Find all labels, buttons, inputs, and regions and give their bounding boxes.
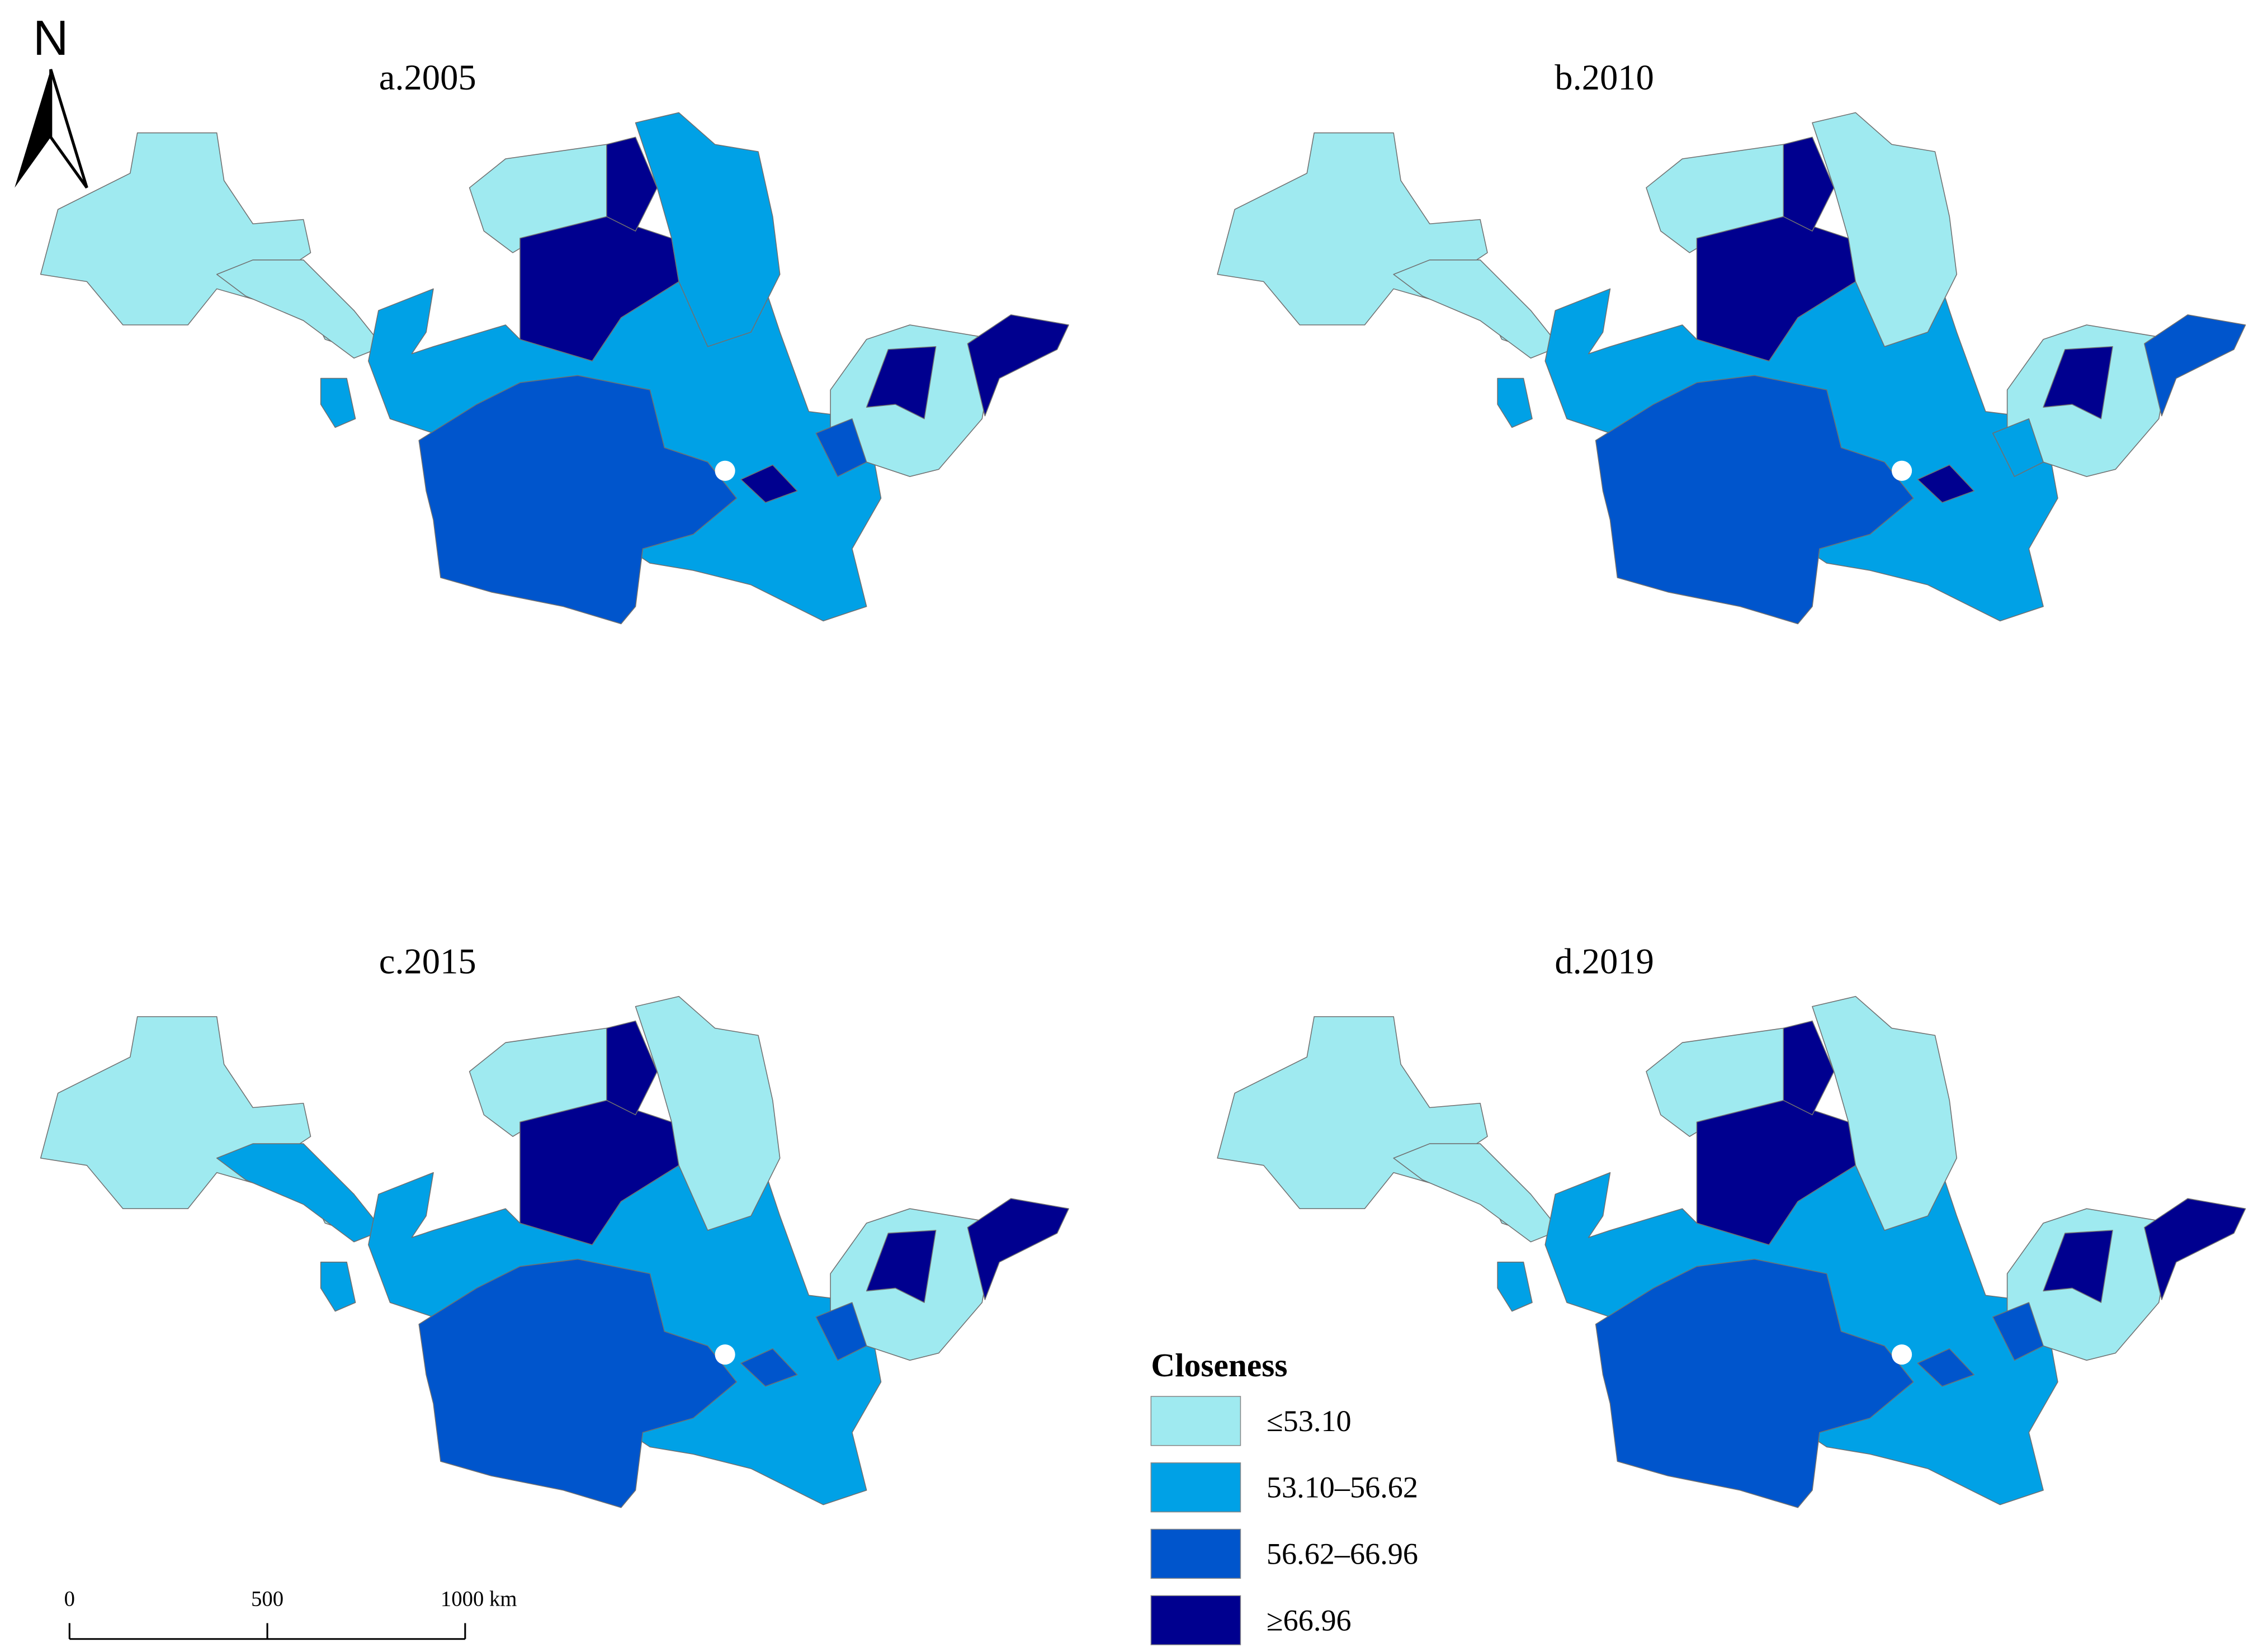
region bbox=[1812, 112, 1957, 347]
region bbox=[2144, 314, 2246, 417]
region bbox=[1917, 464, 1974, 503]
scale-label: 0 bbox=[64, 1587, 75, 1611]
legend-label: 53.10–56.62 bbox=[1267, 1471, 1418, 1504]
region bbox=[1393, 259, 1560, 359]
region bbox=[1393, 1143, 1560, 1243]
map-panel: c.2015 bbox=[40, 941, 1069, 1508]
legend-title: Closeness bbox=[1151, 1347, 1287, 1384]
region bbox=[866, 1230, 937, 1303]
region bbox=[216, 259, 384, 359]
legend-label: ≥66.96 bbox=[1267, 1603, 1352, 1637]
panels: a.2005 b.2010 c.2015 d.2019 bbox=[40, 57, 2246, 1508]
scale-label: 500 bbox=[251, 1587, 284, 1611]
legend-swatch bbox=[1150, 1528, 1241, 1579]
region-gap bbox=[1892, 460, 1912, 481]
arrow-right bbox=[49, 69, 88, 189]
region bbox=[320, 1262, 356, 1312]
scale-label: 1000 km bbox=[441, 1587, 517, 1611]
region bbox=[216, 1143, 384, 1243]
map-title: a.2005 bbox=[379, 57, 476, 97]
region bbox=[606, 1020, 658, 1116]
map-title: d.2019 bbox=[1555, 941, 1654, 981]
region bbox=[635, 995, 781, 1231]
arrow-left bbox=[15, 69, 51, 188]
region bbox=[418, 375, 738, 625]
map-title: b.2010 bbox=[1555, 57, 1654, 97]
region-gap bbox=[1892, 1344, 1912, 1365]
legend: Closeness ≤53.10 53.10–56.62 56.62–66.96 ≥6… bbox=[1150, 1347, 1418, 1645]
region bbox=[1992, 418, 2044, 477]
region bbox=[1783, 1020, 1835, 1116]
region bbox=[1917, 1348, 1974, 1387]
region bbox=[2144, 1198, 2246, 1300]
region bbox=[320, 377, 356, 428]
legend-swatch bbox=[1150, 1396, 1241, 1446]
map-title: c.2015 bbox=[379, 941, 476, 981]
map-panel: d.2019 bbox=[1217, 941, 2246, 1508]
region bbox=[1595, 1258, 1914, 1508]
north-label: N bbox=[33, 11, 68, 65]
north-arrow: N bbox=[15, 11, 88, 189]
region bbox=[1783, 136, 1835, 232]
region bbox=[1497, 377, 1533, 428]
region bbox=[866, 346, 937, 419]
region bbox=[2043, 1230, 2113, 1303]
legend-label: 56.62–66.96 bbox=[1267, 1537, 1418, 1570]
region bbox=[740, 1348, 798, 1387]
region bbox=[1992, 1302, 2044, 1361]
region bbox=[967, 314, 1069, 417]
region bbox=[815, 418, 867, 477]
region bbox=[606, 136, 658, 232]
region bbox=[1497, 1262, 1533, 1312]
region bbox=[967, 1198, 1069, 1300]
region bbox=[1595, 375, 1914, 625]
scale-bar: 0 500 1000 km bbox=[64, 1587, 517, 1640]
region-gap bbox=[715, 1344, 735, 1365]
legend-label: ≤53.10 bbox=[1267, 1404, 1352, 1438]
region bbox=[1812, 995, 1957, 1231]
region-gap bbox=[715, 460, 735, 481]
legend-swatch bbox=[1150, 1462, 1241, 1513]
region bbox=[2043, 346, 2113, 419]
map-panel: b.2010 bbox=[1217, 57, 2246, 625]
region bbox=[418, 1258, 738, 1508]
region bbox=[635, 112, 781, 347]
legend-swatch bbox=[1150, 1595, 1241, 1645]
region bbox=[815, 1302, 867, 1361]
map-panel: a.2005 bbox=[40, 57, 1069, 625]
region bbox=[740, 464, 798, 503]
